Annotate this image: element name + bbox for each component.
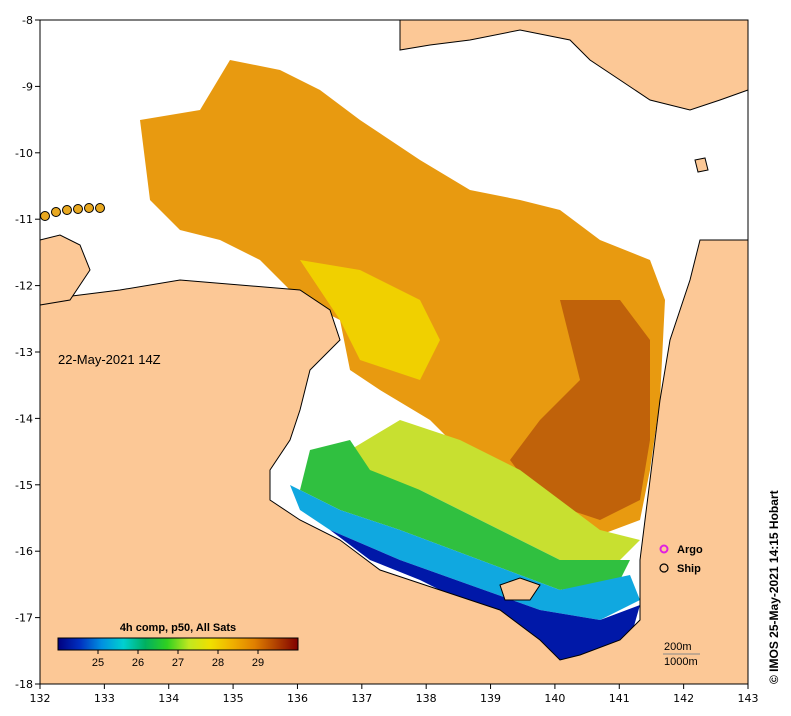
x-tick-label: 139	[480, 692, 501, 705]
land-south-west	[39, 239, 749, 685]
x-axis: 132 133 134 135 136 137 138 139 140 141 142 143	[30, 684, 759, 705]
y-tick-label: -18	[15, 678, 33, 691]
ship-label: Ship	[677, 563, 701, 575]
colorbar-tick-label: 26	[132, 657, 144, 669]
y-tick-label: -11	[15, 213, 33, 226]
y-tick-label: -13	[15, 346, 33, 359]
x-tick-label: 133	[94, 692, 115, 705]
y-tick-label: -14	[15, 412, 33, 425]
colorbar-title: 4h comp, p50, All Sats	[120, 622, 236, 634]
legend: Argo Ship	[659, 544, 703, 575]
land-east-island	[499, 577, 541, 601]
y-tick-label: -10	[15, 147, 33, 160]
colorbar: 4h comp, p50, All Sats 25 26 27 28 29	[57, 622, 299, 669]
marker-dot	[62, 205, 72, 215]
y-tick-label: -9	[22, 80, 33, 93]
marker-dot	[51, 207, 61, 217]
marker-dot	[84, 203, 94, 213]
argo-label: Argo	[677, 544, 703, 556]
colorbar-gradient	[57, 637, 299, 651]
sst-cyan-region	[290, 485, 640, 620]
colorbar-ticks: 25 26 27 28 29	[92, 650, 264, 669]
sst-blue-region	[330, 530, 640, 662]
marker-dots	[40, 203, 105, 221]
x-tick-label: 143	[738, 692, 759, 705]
marker-dot	[95, 203, 105, 213]
map-area	[39, 19, 749, 685]
y-tick-label: -12	[15, 280, 33, 293]
argo-symbol	[659, 544, 669, 554]
y-tick-label: -17	[15, 612, 33, 625]
land-north	[399, 19, 749, 111]
x-tick-label: 142	[673, 692, 694, 705]
y-tick-label: -8	[22, 14, 33, 27]
x-tick-label: 134	[158, 692, 179, 705]
colorbar-tick-label: 28	[212, 657, 224, 669]
y-axis: -8 -9 -10 -11 -12 -13 -14 -15 -16 -17 -18	[15, 14, 40, 691]
depth-labels: 200m 1000m	[663, 641, 700, 668]
marker-dot	[73, 204, 83, 214]
x-tick-label: 141	[609, 692, 630, 705]
y-tick-label: -16	[15, 545, 33, 558]
depth-label-200m: 200m	[664, 641, 692, 653]
y-tick-label: -15	[15, 479, 33, 492]
credit-label: © IMOS 25-May-2021 14:15 Hobart	[767, 490, 781, 684]
land-east-small	[694, 157, 709, 173]
x-tick-label: 140	[544, 692, 565, 705]
x-tick-label: 135	[223, 692, 244, 705]
x-tick-label: 137	[351, 692, 372, 705]
sst-yellowgreen-region	[340, 420, 640, 560]
colorbar-tick-label: 29	[252, 657, 264, 669]
marker-dot	[40, 211, 50, 221]
colorbar-tick-label: 27	[172, 657, 184, 669]
colorbar-tick-label: 25	[92, 657, 104, 669]
ship-symbol	[659, 563, 669, 573]
depth-label-1000m: 1000m	[664, 656, 698, 668]
sst-green-region	[300, 440, 630, 590]
x-tick-label: 132	[30, 692, 51, 705]
x-tick-label: 136	[287, 692, 308, 705]
x-tick-label: 138	[416, 692, 437, 705]
sst-brown-region	[510, 300, 650, 520]
sst-yellow-region	[300, 260, 440, 380]
date-label: 22-May-2021 14Z	[58, 352, 161, 367]
